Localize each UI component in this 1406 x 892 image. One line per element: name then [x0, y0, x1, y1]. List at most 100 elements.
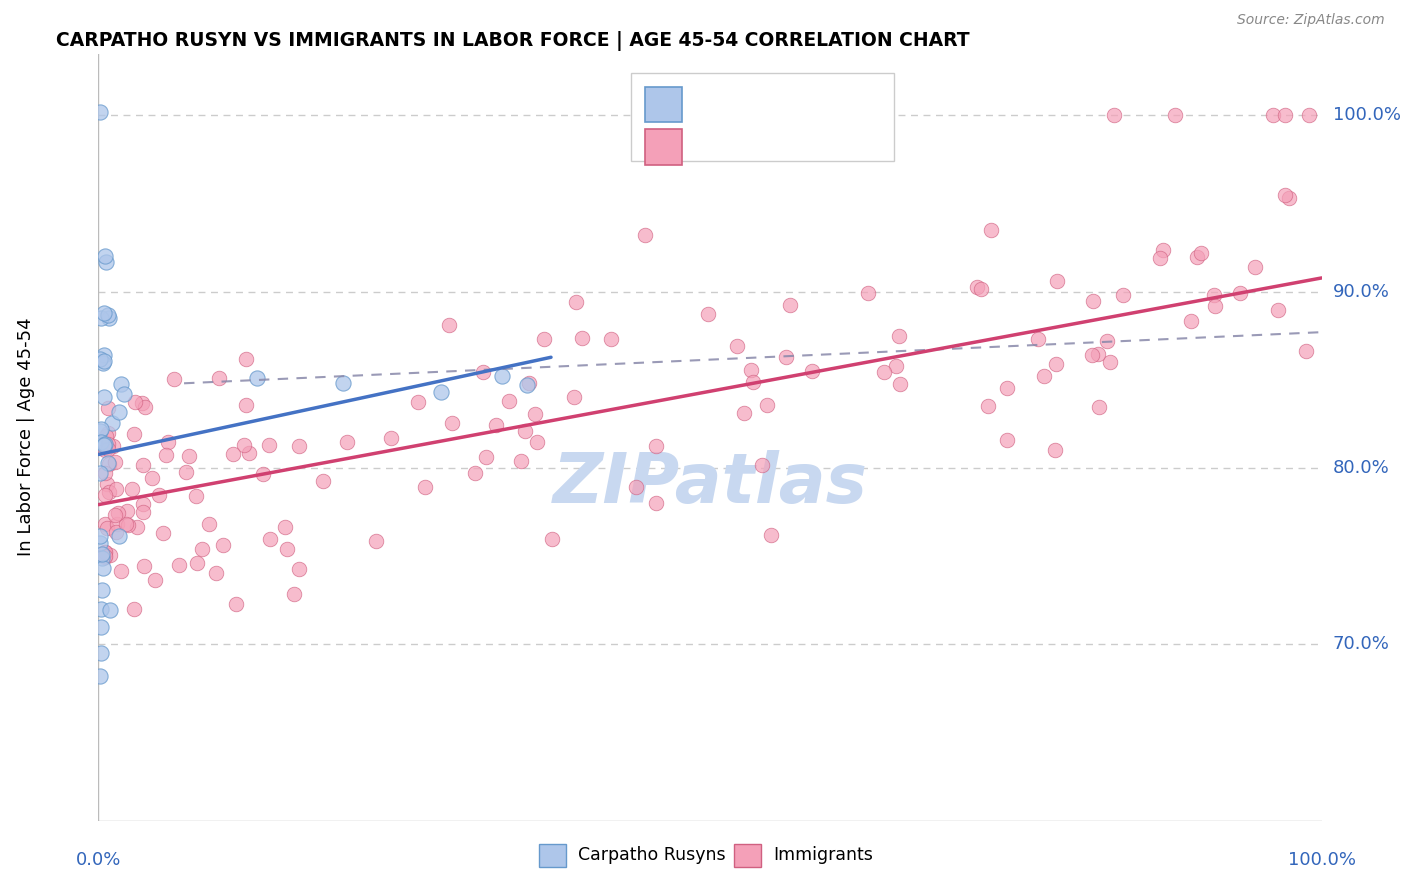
- Point: [740, 363, 762, 377]
- Point: [91, 550, 114, 565]
- Point: [90, 646, 112, 660]
- Text: 0.0%: 0.0%: [76, 851, 121, 869]
- Point: [93, 353, 115, 368]
- Point: [761, 528, 783, 542]
- Point: [93, 549, 115, 563]
- Bar: [538, 844, 565, 867]
- Point: [1095, 334, 1118, 348]
- Point: [366, 533, 388, 548]
- Point: [97, 425, 120, 440]
- Point: [533, 332, 555, 346]
- Point: [751, 458, 773, 472]
- Point: [252, 467, 274, 481]
- Point: [117, 518, 139, 533]
- Point: [1274, 108, 1296, 122]
- Text: R = 0.602   N = 151: R = 0.602 N = 151: [695, 137, 891, 157]
- Point: [1267, 302, 1289, 317]
- Point: [89, 424, 111, 438]
- Point: [259, 438, 281, 452]
- Point: [96, 477, 118, 491]
- Point: [91, 356, 114, 370]
- Point: [134, 400, 156, 414]
- Point: [439, 318, 461, 333]
- Point: [104, 454, 127, 468]
- Point: [205, 566, 228, 580]
- Point: [406, 395, 429, 409]
- Point: [143, 574, 166, 588]
- Point: [287, 561, 309, 575]
- Point: [645, 439, 668, 453]
- Point: [93, 467, 115, 481]
- Text: In Labor Force | Age 45-54: In Labor Force | Age 45-54: [17, 318, 35, 557]
- Point: [1032, 369, 1054, 384]
- Point: [212, 538, 235, 552]
- Point: [430, 385, 453, 400]
- Point: [995, 380, 1018, 394]
- Point: [132, 458, 155, 473]
- Point: [89, 352, 111, 367]
- Point: [107, 506, 129, 520]
- Point: [312, 474, 335, 488]
- Point: [884, 359, 907, 373]
- Point: [332, 376, 354, 391]
- Point: [104, 508, 127, 523]
- Point: [997, 433, 1019, 447]
- Point: [1099, 354, 1122, 368]
- Point: [184, 489, 207, 503]
- Text: Immigrants: Immigrants: [773, 847, 873, 864]
- Point: [108, 529, 131, 543]
- Point: [1185, 250, 1208, 264]
- Point: [105, 483, 128, 497]
- Point: [90, 422, 112, 436]
- Point: [733, 406, 755, 420]
- Point: [873, 365, 896, 379]
- Point: [124, 395, 146, 409]
- Point: [98, 311, 121, 326]
- Point: [856, 285, 879, 300]
- Text: 70.0%: 70.0%: [1333, 635, 1389, 653]
- Point: [1189, 245, 1212, 260]
- Point: [110, 376, 132, 391]
- Bar: [645, 129, 682, 165]
- Point: [94, 429, 117, 443]
- Point: [91, 547, 114, 561]
- Point: [91, 561, 114, 575]
- Point: [970, 282, 993, 296]
- Point: [169, 558, 191, 572]
- Point: [110, 564, 132, 578]
- Text: 80.0%: 80.0%: [1333, 459, 1389, 477]
- Point: [742, 375, 765, 389]
- Point: [513, 424, 536, 438]
- Point: [93, 348, 115, 362]
- Text: 100.0%: 100.0%: [1288, 851, 1355, 869]
- Point: [115, 504, 138, 518]
- Point: [274, 520, 297, 534]
- Point: [491, 369, 513, 384]
- Point: [208, 371, 231, 385]
- Point: [96, 255, 118, 269]
- Point: [197, 517, 219, 532]
- Point: [415, 480, 437, 494]
- Point: [156, 434, 179, 449]
- Point: [163, 372, 186, 386]
- Point: [127, 520, 149, 534]
- Point: [93, 438, 115, 452]
- Point: [97, 456, 120, 470]
- Point: [1261, 108, 1284, 122]
- Point: [112, 387, 135, 401]
- Point: [132, 497, 155, 511]
- Point: [90, 620, 112, 634]
- Point: [498, 393, 520, 408]
- Text: R = 0.039   N = 40: R = 0.039 N = 40: [695, 95, 879, 113]
- Point: [526, 434, 548, 449]
- Point: [98, 484, 121, 499]
- Point: [475, 450, 498, 465]
- Point: [779, 298, 801, 312]
- Bar: [645, 87, 682, 122]
- Point: [148, 488, 170, 502]
- Point: [517, 376, 540, 391]
- Point: [93, 442, 115, 457]
- Point: [141, 471, 163, 485]
- Point: [105, 524, 128, 539]
- Point: [464, 467, 486, 481]
